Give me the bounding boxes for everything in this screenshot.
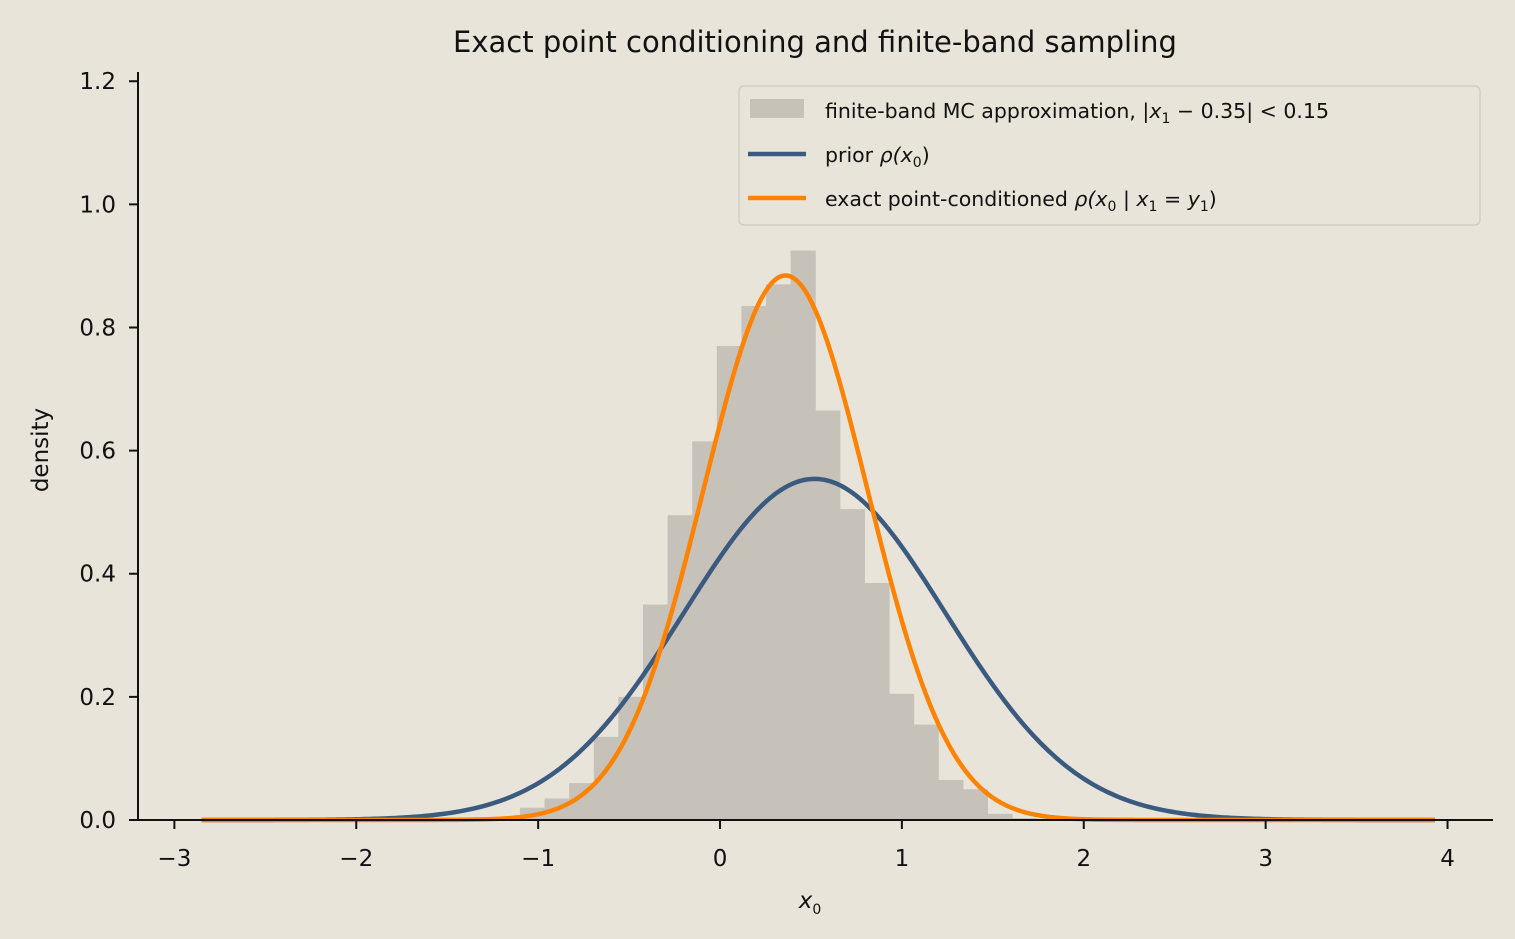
histogram-bar xyxy=(938,779,964,820)
histogram-bar xyxy=(766,284,792,821)
y-axis-label: density xyxy=(28,408,54,492)
legend: finite-band MC approximation, |x1 − 0.35… xyxy=(738,85,1481,226)
chart-title: Exact point conditioning and finite-band… xyxy=(453,25,1177,59)
histogram-bar xyxy=(741,305,767,820)
histogram-bar xyxy=(987,813,1013,820)
x-tick-label: 3 xyxy=(1258,846,1273,872)
histogram-bar xyxy=(815,410,841,820)
x-axis-label: x0 xyxy=(798,888,822,918)
histogram-bar xyxy=(839,509,865,820)
legend-prior-label: prior ρ(x0) xyxy=(825,143,930,171)
histogram-bar xyxy=(790,250,816,820)
x-ticks: −3 −2 −1 0 1 2 3 4 xyxy=(157,820,1455,872)
x-tick-label: 4 xyxy=(1440,846,1455,872)
x-tick-label: −1 xyxy=(521,846,555,872)
y-tick-label: 0.4 xyxy=(79,562,116,588)
y-tick-label: 0.6 xyxy=(79,439,116,465)
y-tick-label: 0.2 xyxy=(79,685,116,711)
legend-hist-swatch xyxy=(750,99,804,118)
histogram-bar xyxy=(692,441,718,820)
prior-curve xyxy=(201,476,1435,823)
x-tick-label: 0 xyxy=(713,846,728,872)
histogram-bar xyxy=(913,724,939,820)
y-ticks: 0.0 0.2 0.4 0.6 0.8 1.0 1.2 xyxy=(79,69,138,834)
x-tick-label: −3 xyxy=(157,846,191,872)
histogram-bar xyxy=(962,789,989,820)
x-tick-label: 2 xyxy=(1076,846,1091,872)
y-tick-label: 1.2 xyxy=(79,69,116,95)
y-tick-label: 0.0 xyxy=(79,808,116,834)
histogram-bar xyxy=(864,582,890,820)
x-tick-label: −2 xyxy=(339,846,373,872)
legend-box xyxy=(738,85,1481,226)
histogram-bar xyxy=(889,693,915,820)
y-tick-label: 1.0 xyxy=(79,192,116,218)
legend-exact-label: exact point-conditioned ρ(x0 | x1 = y1) xyxy=(825,187,1217,215)
histogram-bar xyxy=(667,515,693,820)
legend-hist-label: finite-band MC approximation, |x1 − 0.35… xyxy=(825,99,1329,127)
histogram xyxy=(519,250,1038,821)
x-tick-label: 1 xyxy=(895,846,910,872)
histogram-bar xyxy=(618,696,644,820)
y-tick-label: 0.8 xyxy=(79,315,116,341)
